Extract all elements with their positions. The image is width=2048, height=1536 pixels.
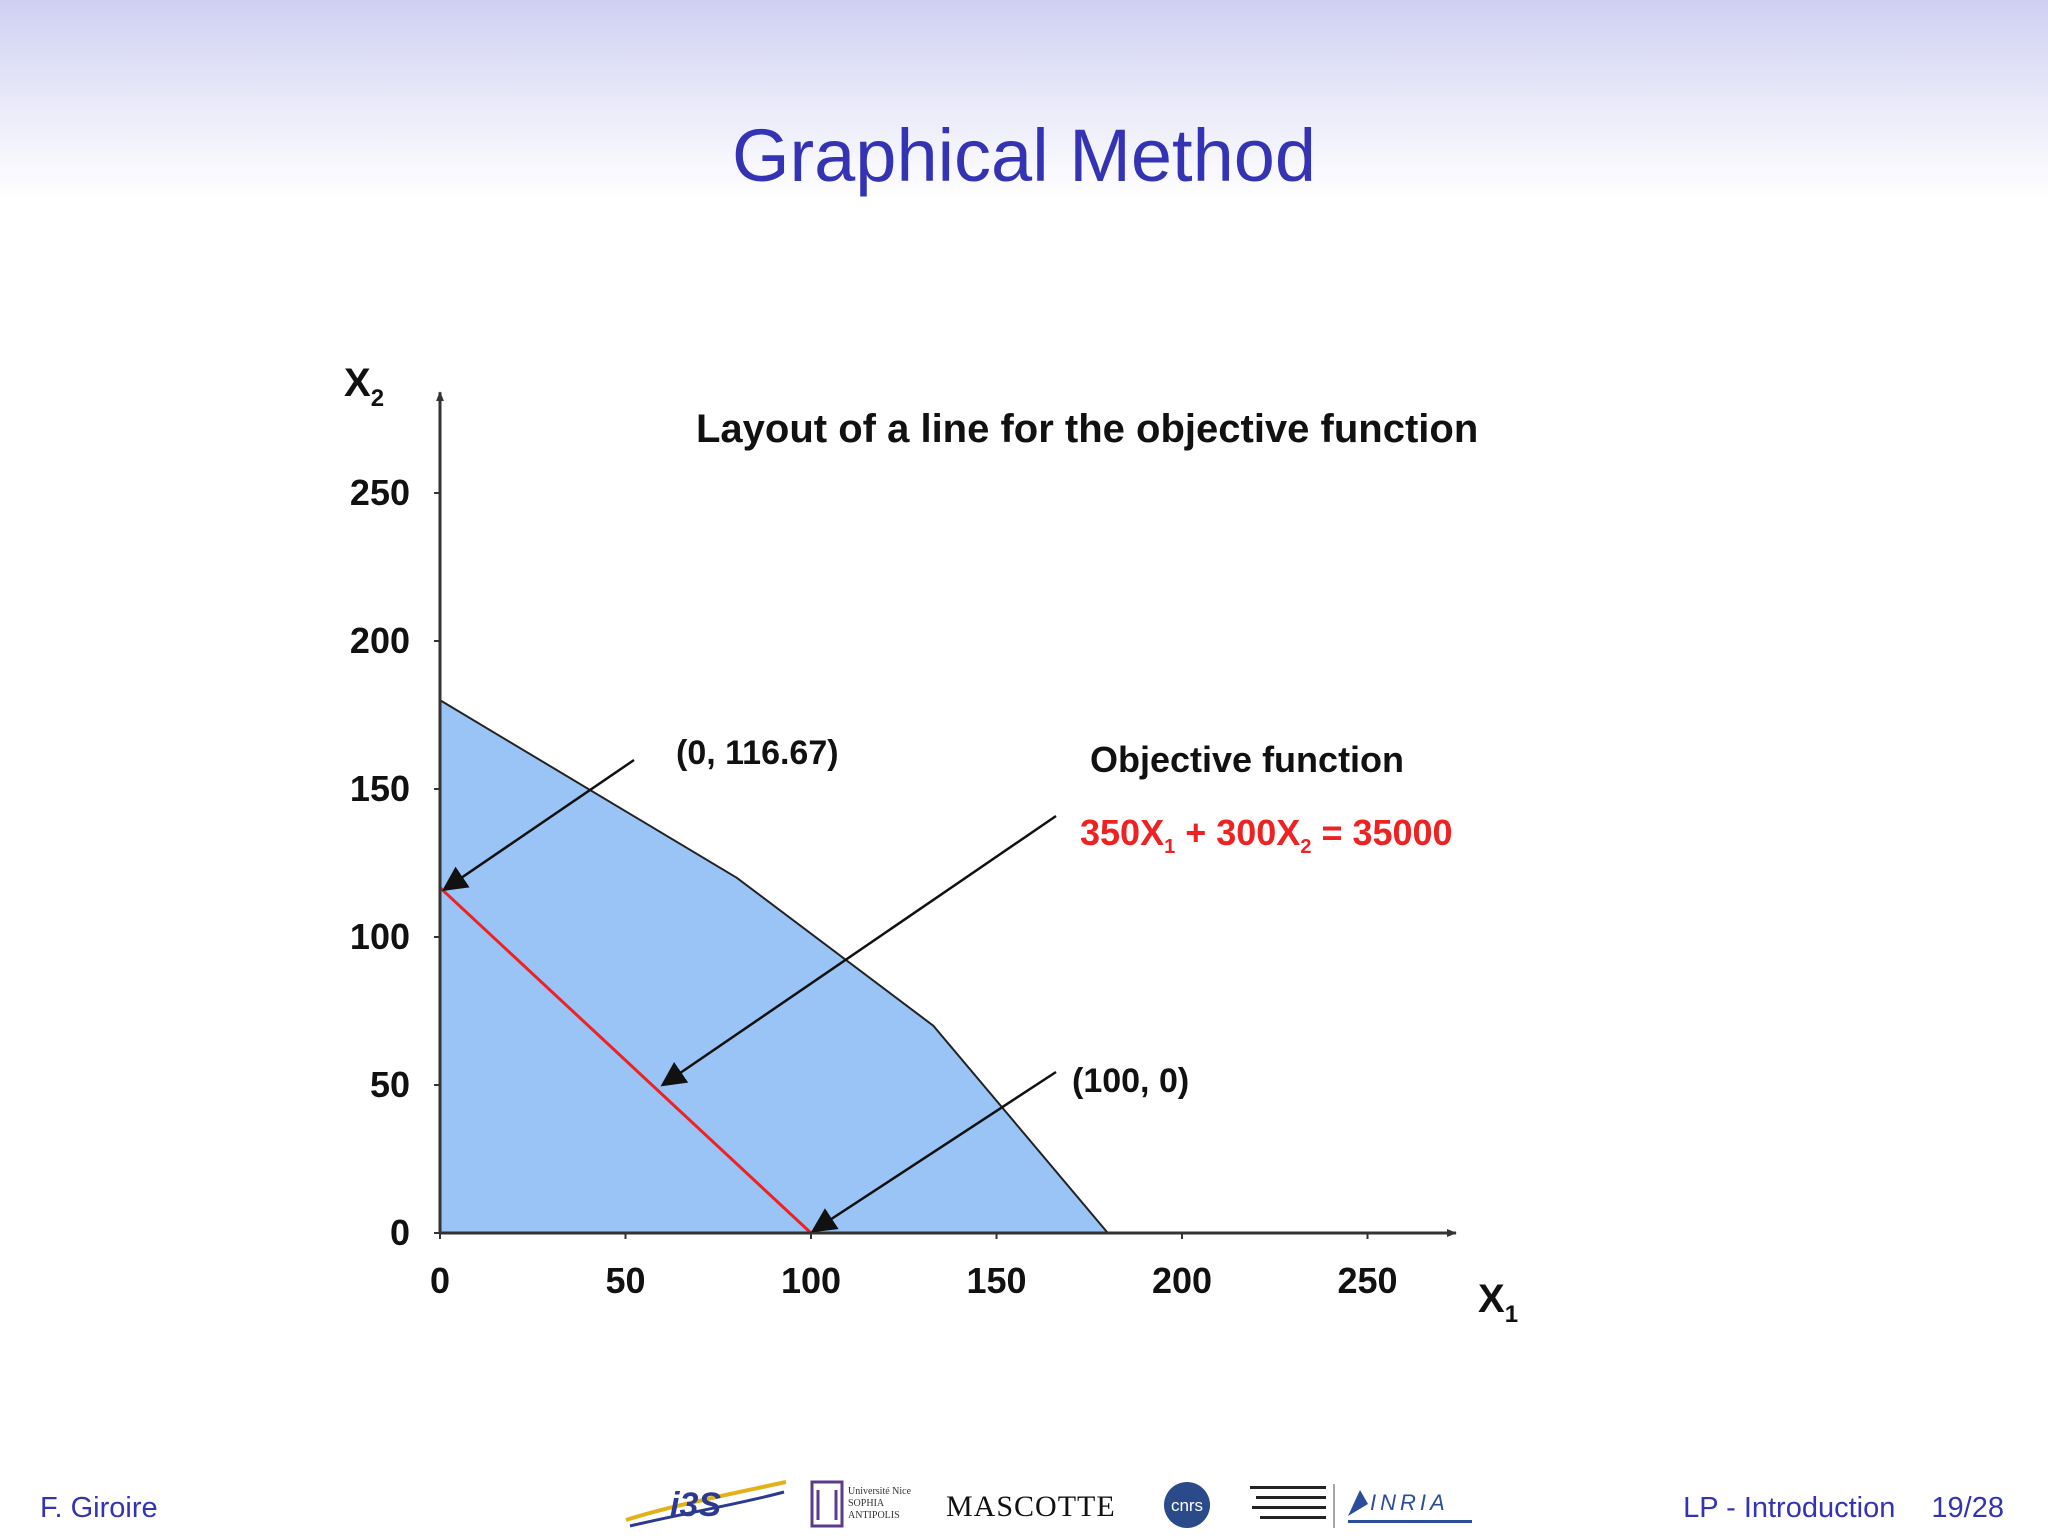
objective-equation: 350X1 + 300X2 = 35000: [1080, 812, 1453, 858]
annotation-objective-function: Objective function: [1090, 739, 1404, 780]
footer-author: F. Giroire: [40, 1492, 158, 1524]
svg-text:cnrs: cnrs: [1171, 1496, 1203, 1515]
x-tick-label: 250: [1337, 1260, 1397, 1301]
inria-logo: INRIA: [1250, 1484, 1472, 1528]
y-tick-label: 150: [350, 768, 410, 809]
chart-title: Layout of a line for the objective funct…: [696, 407, 1478, 451]
y-tick-label: 200: [350, 620, 410, 661]
slide-header-band: [0, 0, 2048, 200]
y-tick-group: 0 50 100 150 200 250: [350, 472, 440, 1253]
footer-right: LP - Introduction 19/28: [1683, 1492, 2004, 1525]
footer-page-number: 19/28: [1931, 1492, 2004, 1524]
feasible-region: [439, 698, 1110, 1234]
objective-function-line: [438, 886, 813, 1235]
y-axis-label: X2: [344, 361, 384, 412]
footer-section: LP - Introduction: [1683, 1492, 1896, 1524]
cnrs-logo: cnrs: [1164, 1482, 1210, 1528]
x-tick-label: 200: [1152, 1260, 1212, 1301]
x-tick-label: 100: [781, 1260, 841, 1301]
x-axis-label: X1: [1478, 1277, 1518, 1328]
arrow-to-100-0: [810, 1070, 1057, 1233]
y-tick-label: 250: [350, 472, 410, 513]
x-tick-label: 150: [966, 1260, 1026, 1301]
y-tick-label: 100: [350, 916, 410, 957]
arrow-to-0-116: [441, 758, 635, 892]
universite-nice-logo: Université Nice SOPHIA ANTIPOLIS: [810, 1480, 930, 1528]
slide-title: Graphical Method: [731, 114, 1317, 197]
annotation-point-100-0: (100, 0): [1072, 1062, 1189, 1100]
svg-text:i3S: i3S: [670, 1486, 721, 1524]
svg-text:INRIA: INRIA: [1370, 1490, 1449, 1515]
mascotte-logo: MASCOTTE: [946, 1490, 1116, 1523]
annotation-point-0-116: (0, 116.67): [676, 734, 839, 772]
x-tick-group: 0 50 100 150 200 250: [430, 1233, 1398, 1301]
x-tick-label: 50: [605, 1260, 645, 1301]
y-tick-label: 0: [390, 1212, 410, 1253]
arrow-to-objective-line: [660, 814, 1057, 1087]
y-tick-label: 50: [370, 1064, 410, 1105]
x-tick-label: 0: [430, 1260, 450, 1301]
i3s-logo: i3S: [625, 1480, 787, 1528]
